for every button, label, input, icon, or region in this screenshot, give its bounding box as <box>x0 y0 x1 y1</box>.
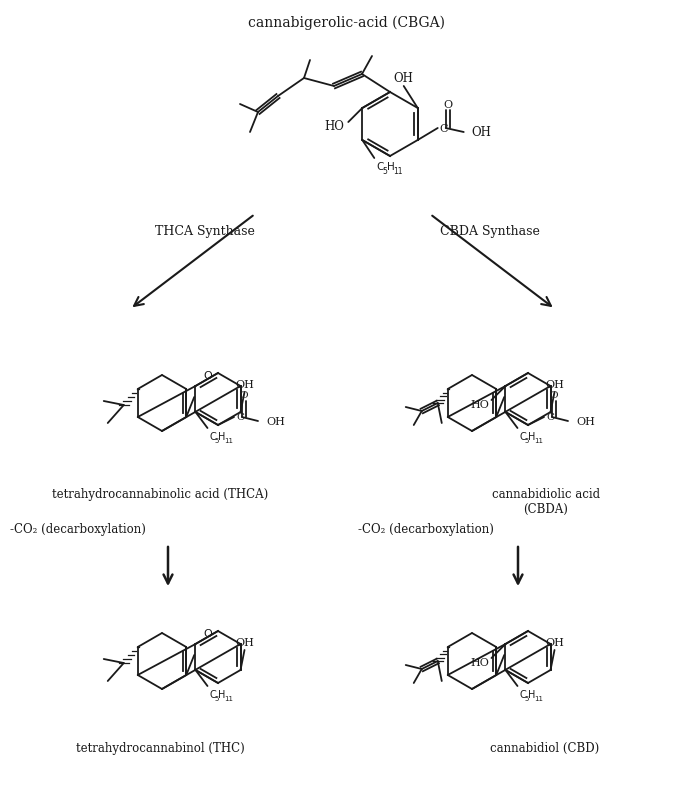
Text: 5: 5 <box>525 695 529 701</box>
Text: OH: OH <box>576 417 595 426</box>
Text: OH: OH <box>235 380 254 389</box>
Text: CBDA Synthase: CBDA Synthase <box>440 225 540 238</box>
Text: H: H <box>219 431 226 442</box>
Text: 5: 5 <box>382 166 387 175</box>
Text: O: O <box>443 100 453 110</box>
Text: O: O <box>239 391 248 400</box>
Text: C: C <box>520 431 526 442</box>
Text: cannabidiol (CBD): cannabidiol (CBD) <box>491 741 600 754</box>
Text: OH: OH <box>266 417 285 426</box>
Text: OH: OH <box>472 126 491 140</box>
Text: cannabidiolic acid
(CBDA): cannabidiolic acid (CBDA) <box>492 487 600 516</box>
Text: OH: OH <box>235 638 254 647</box>
Text: 5: 5 <box>525 438 529 443</box>
Text: C: C <box>439 124 448 134</box>
Text: -CO₂ (decarboxylation): -CO₂ (decarboxylation) <box>10 523 146 536</box>
Text: 11: 11 <box>534 438 543 443</box>
Text: C: C <box>210 689 216 699</box>
Text: C: C <box>520 689 526 699</box>
Text: tetrahydrocannabinol (THC): tetrahydrocannabinol (THC) <box>75 741 244 754</box>
Text: HO: HO <box>325 120 344 133</box>
Text: 11: 11 <box>393 166 403 175</box>
Text: 5: 5 <box>215 695 219 701</box>
Text: HO: HO <box>470 400 489 410</box>
Text: OH: OH <box>545 380 564 389</box>
Text: C: C <box>236 413 244 422</box>
Text: OH: OH <box>394 72 414 85</box>
Text: 11: 11 <box>224 695 233 701</box>
Text: C: C <box>376 161 383 172</box>
Text: C: C <box>546 413 554 422</box>
Text: H: H <box>529 431 536 442</box>
Text: H: H <box>219 689 226 699</box>
Text: OH: OH <box>545 638 564 647</box>
Text: O: O <box>549 391 558 400</box>
Text: cannabigerolic-acid (CBGA): cannabigerolic-acid (CBGA) <box>248 16 444 31</box>
Text: THCA Synthase: THCA Synthase <box>155 225 255 238</box>
Text: tetrahydrocannabinolic acid (THCA): tetrahydrocannabinolic acid (THCA) <box>52 487 268 500</box>
Text: O: O <box>203 370 212 381</box>
Text: 11: 11 <box>224 438 233 443</box>
Text: H: H <box>388 161 395 172</box>
Text: C: C <box>210 431 216 442</box>
Text: HO: HO <box>470 657 489 667</box>
Text: 11: 11 <box>534 695 543 701</box>
Text: O: O <box>203 628 212 638</box>
Text: -CO₂ (decarboxylation): -CO₂ (decarboxylation) <box>358 523 494 536</box>
Text: H: H <box>529 689 536 699</box>
Text: 5: 5 <box>215 438 219 443</box>
